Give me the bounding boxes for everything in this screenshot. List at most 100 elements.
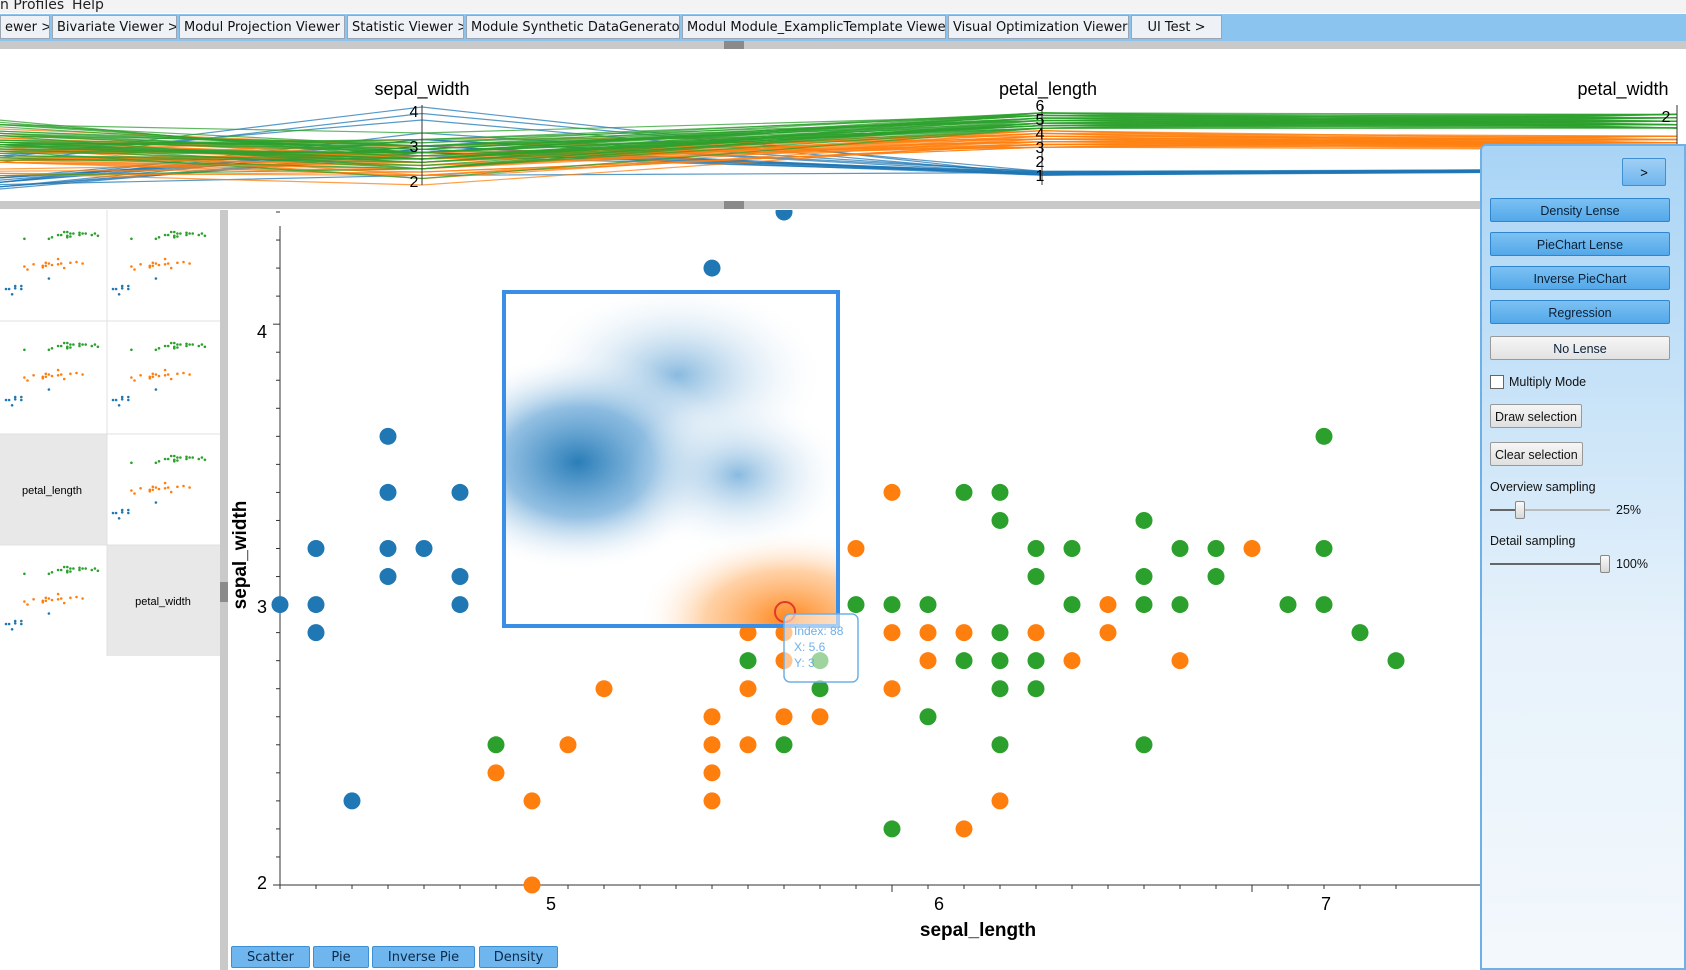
x-tick-label: 5 — [546, 894, 556, 914]
data-point — [739, 624, 757, 642]
overview-sampling-value: 25% — [1616, 503, 1642, 517]
detail-sampling-value: 100% — [1616, 557, 1648, 571]
pc-tick: 4 — [1036, 126, 1045, 143]
spm-point — [185, 342, 188, 346]
density-lens[interactable] — [428, 280, 938, 710]
data-point — [955, 483, 973, 501]
spm-point — [163, 257, 167, 261]
main-scatter-plot[interactable]: 4 3 2 5 6 7 sepal_length sepal_width Ind… — [228, 210, 1480, 970]
spm-point — [41, 377, 45, 380]
spm-point — [163, 263, 167, 266]
density-mode-button[interactable]: Density — [479, 946, 558, 968]
spm-point — [44, 372, 48, 376]
overview-sampling-slider[interactable] — [1490, 501, 1610, 519]
spm-point — [13, 622, 17, 625]
spm-point — [120, 511, 124, 514]
spm-point — [111, 398, 115, 402]
spm-point — [47, 262, 51, 265]
spm-point — [179, 232, 182, 235]
data-point — [1207, 540, 1225, 557]
spm-point — [191, 343, 194, 346]
tab-visual-optimization-viewer[interactable]: Visual Optimization Viewer >> — [948, 15, 1129, 39]
data-point — [1027, 680, 1045, 698]
pc-axis-label: petal_length — [999, 79, 1097, 100]
top-splitter[interactable] — [0, 41, 1686, 49]
no-lens-button[interactable]: No Lense — [1490, 336, 1670, 360]
tab-viewer[interactable]: ewer >> — [0, 15, 50, 39]
spm-point — [69, 372, 72, 376]
spm-point — [127, 511, 130, 515]
pie-mode-button[interactable]: Pie — [313, 946, 369, 968]
spm-point — [78, 231, 81, 235]
spm-point — [59, 373, 63, 376]
data-point — [991, 624, 1009, 642]
spm-point — [188, 486, 191, 489]
spm-point — [120, 395, 124, 399]
data-point — [1135, 596, 1153, 614]
multiply-mode-checkbox[interactable] — [1490, 375, 1504, 389]
spm-point — [78, 566, 81, 570]
spm-point — [59, 344, 63, 348]
menu-item-profiles[interactable]: n Profiles — [0, 0, 65, 13]
tab-projection-viewer[interactable]: Modul Projection Viewer >> — [179, 15, 345, 39]
draw-selection-button[interactable]: Draw selection — [1490, 404, 1582, 428]
lens-border[interactable] — [502, 290, 840, 628]
spm-point — [47, 597, 51, 600]
lens-density-blob — [628, 395, 838, 555]
regression-button[interactable]: Regression — [1490, 300, 1670, 324]
data-point — [991, 680, 1009, 698]
tab-ui-test[interactable]: UI Test > — [1131, 15, 1222, 39]
spm-point — [47, 388, 51, 391]
tab-statistic-viewer[interactable]: Statistic Viewer >> — [347, 15, 464, 39]
splitter-grip[interactable] — [724, 201, 744, 209]
data-point — [1099, 596, 1117, 614]
vertical-splitter[interactable] — [220, 210, 228, 970]
menu-item-help[interactable]: Help — [72, 0, 104, 13]
spm-point — [127, 284, 130, 288]
splitter-grip[interactable] — [724, 41, 744, 49]
density-lens-button[interactable]: Density Lense — [1490, 198, 1670, 222]
data-point — [955, 820, 973, 838]
spm-point — [69, 261, 72, 265]
y-tick-label: 2 — [257, 873, 267, 893]
scatter-mode-button[interactable]: Scatter — [231, 946, 310, 968]
detail-sampling-slider[interactable] — [1490, 555, 1610, 573]
tab-examplictemplate-viewer[interactable]: Modul Module_ExamplicTemplate Viewer >> — [682, 15, 946, 39]
slider-fill — [1490, 509, 1520, 511]
spm-point — [69, 570, 72, 573]
spm-point — [10, 628, 14, 631]
spm-point — [173, 460, 176, 463]
spm-point — [163, 481, 167, 485]
data-point — [775, 210, 793, 221]
spm-point — [173, 347, 176, 350]
tab-bivariate-viewer[interactable]: Bivariate Viewer >> — [52, 15, 177, 39]
clear-selection-button[interactable]: Clear selection — [1490, 442, 1583, 466]
slider-handle[interactable] — [1600, 555, 1610, 573]
spm-point — [191, 456, 194, 459]
spm-point — [66, 236, 69, 239]
spm-point — [50, 598, 54, 602]
spm-point — [84, 343, 87, 346]
x-tick-label: 6 — [934, 894, 944, 914]
spm-point — [130, 265, 133, 268]
data-point — [1171, 540, 1189, 557]
spm-point — [173, 230, 176, 234]
panel-toggle-button[interactable]: > — [1622, 158, 1666, 186]
spm-point — [7, 398, 11, 402]
tab-synthetic-datagenerator[interactable]: Module Synthetic DataGenerator >> — [466, 15, 680, 39]
piechart-lens-button[interactable]: PieChart Lense — [1490, 232, 1670, 256]
middle-splitter[interactable] — [0, 201, 1686, 209]
inverse-piechart-button[interactable]: Inverse PieChart — [1490, 266, 1670, 290]
tooltip-x: X: 5.6 — [794, 640, 826, 654]
splitter-grip[interactable] — [220, 582, 228, 602]
spm-point — [197, 457, 201, 461]
spm-point — [163, 368, 167, 372]
data-point — [487, 764, 505, 782]
slider-handle[interactable] — [1515, 501, 1525, 519]
spm-point — [47, 237, 51, 241]
spm-point — [50, 374, 54, 378]
data-point — [703, 736, 721, 754]
inverse-pie-mode-button[interactable]: Inverse Pie — [372, 946, 475, 968]
data-point — [919, 652, 937, 670]
spm-point — [185, 457, 188, 461]
